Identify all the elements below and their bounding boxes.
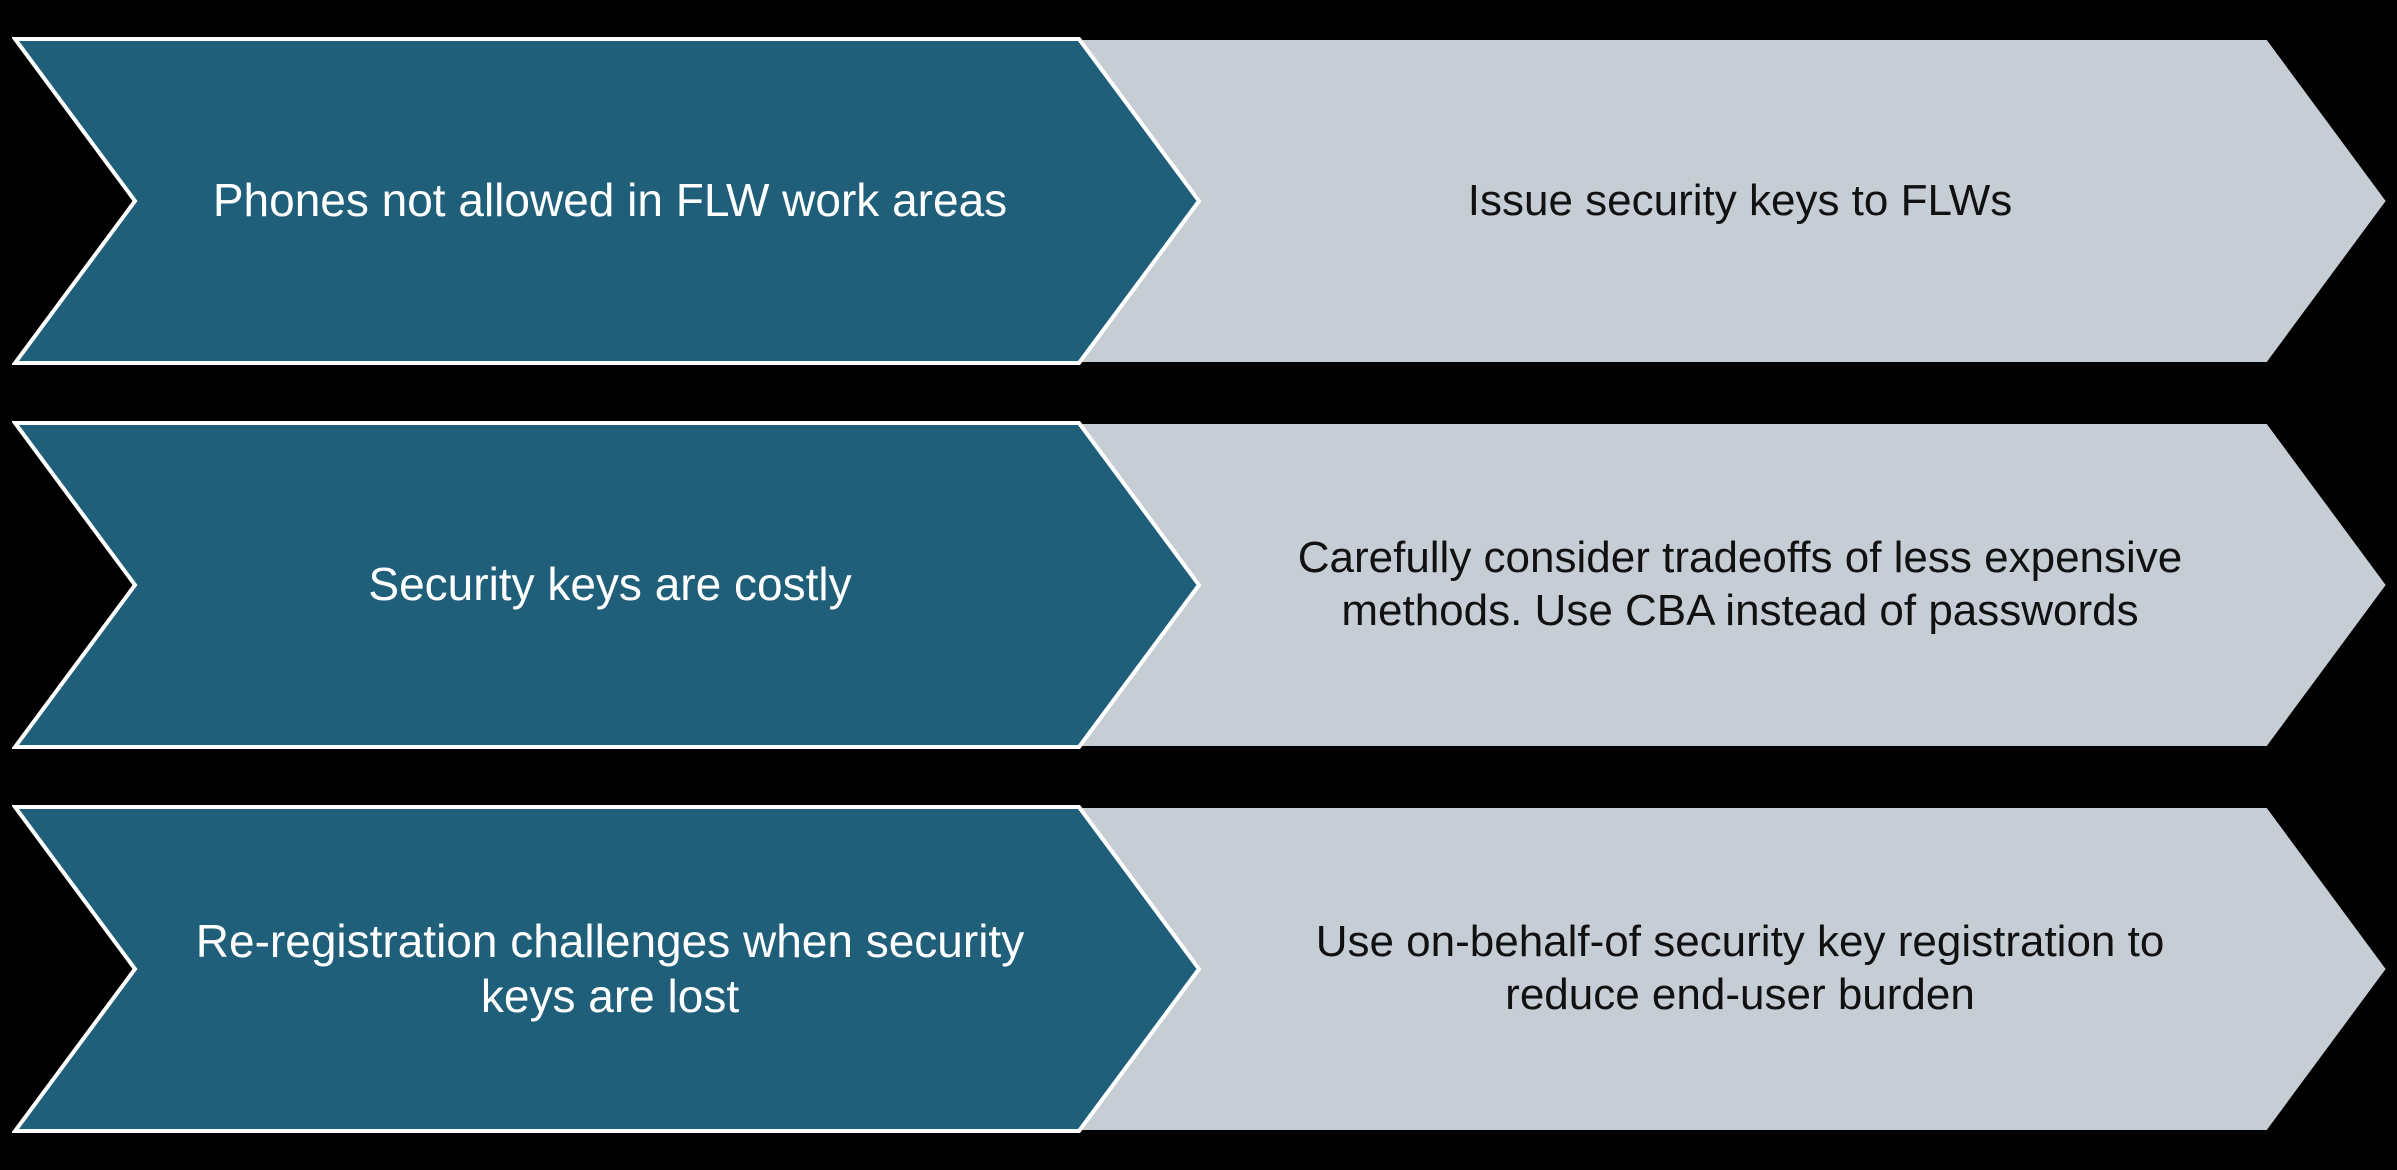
solution-text: Use on-behalf-of security key registrati… bbox=[1230, 804, 2250, 1134]
diagram-canvas: Issue security keys to FLWs Phones not al… bbox=[0, 0, 2397, 1170]
solution-text: Carefully consider tradeoffs of less exp… bbox=[1230, 420, 2250, 750]
diagram-row: Carefully consider tradeoffs of less exp… bbox=[0, 420, 2397, 750]
diagram-row: Issue security keys to FLWs Phones not al… bbox=[0, 36, 2397, 366]
solution-text: Issue security keys to FLWs bbox=[1230, 36, 2250, 366]
challenge-text: Security keys are costly bbox=[150, 420, 1070, 750]
diagram-row: Use on-behalf-of security key registrati… bbox=[0, 804, 2397, 1134]
challenge-text: Phones not allowed in FLW work areas bbox=[150, 36, 1070, 366]
challenge-text: Re-registration challenges when security… bbox=[150, 804, 1070, 1134]
